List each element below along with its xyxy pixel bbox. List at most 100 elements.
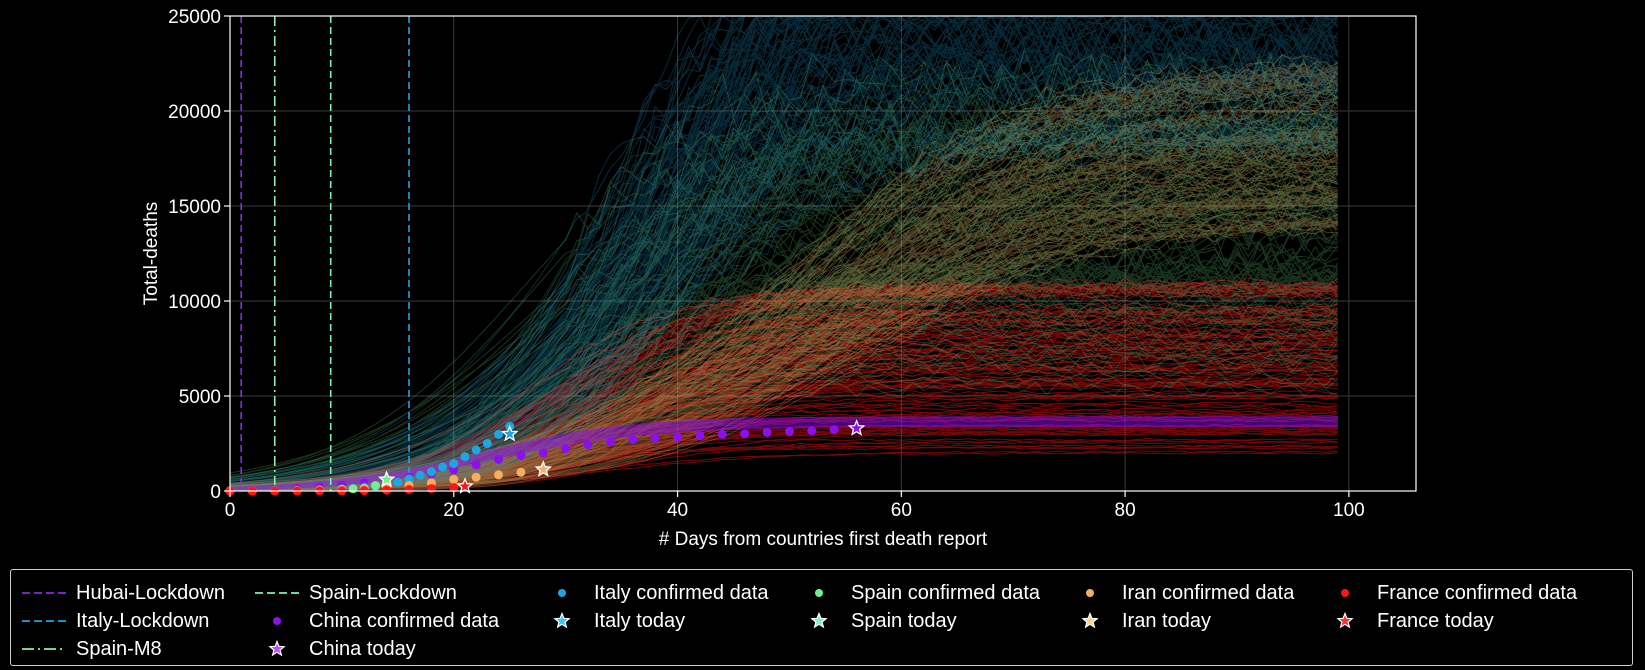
simulation-line — [230, 376, 1339, 492]
legend-label: Italy today — [594, 609, 686, 632]
data-point-italy — [449, 459, 459, 469]
simulation-line — [229, 144, 1338, 490]
simulation-line — [230, 269, 1339, 492]
simulation-line — [229, 37, 1338, 488]
simulation-line — [229, 46, 1339, 491]
legend-star-icon — [1336, 611, 1354, 629]
simulation-line — [229, 183, 1338, 491]
simulation-line — [229, 71, 1339, 489]
simulation-line — [229, 118, 1339, 490]
simulation-lines — [229, 14, 1339, 492]
data-point-china — [494, 454, 504, 464]
legend-star-icon — [810, 611, 828, 629]
simulation-line — [229, 283, 1339, 489]
simulation-line — [229, 109, 1338, 487]
simulation-line — [229, 46, 1339, 489]
simulation-line — [229, 275, 1338, 479]
simulation-line — [229, 72, 1339, 484]
simulation-line — [229, 84, 1339, 489]
simulation-line — [229, 69, 1338, 485]
data-point-china — [762, 427, 772, 437]
x-axis-label: # Days from countries first death report — [659, 529, 988, 550]
simulation-line — [229, 96, 1338, 487]
lockdown-lines — [240, 16, 410, 491]
simulation-line — [229, 44, 1338, 485]
simulation-line — [229, 138, 1339, 490]
simulation-line — [229, 281, 1338, 489]
simulation-line — [229, 52, 1339, 490]
simulation-line — [230, 231, 1338, 492]
simulation-line — [229, 116, 1339, 489]
simulation-line — [229, 15, 1339, 488]
data-point-china — [449, 465, 459, 475]
simulation-line — [229, 191, 1338, 490]
simulation-line — [229, 101, 1338, 491]
legend-star-icon — [268, 639, 286, 657]
simulation-line — [229, 66, 1338, 490]
legend-star-icon — [1081, 611, 1099, 629]
y-tick-label: 10000 — [168, 292, 221, 313]
simulation-line — [229, 172, 1339, 491]
simulation-line — [229, 193, 1339, 492]
simulation-line — [229, 382, 1338, 491]
simulation-line — [229, 220, 1338, 491]
simulation-line — [229, 185, 1338, 489]
simulation-line — [229, 80, 1339, 489]
simulation-line — [229, 188, 1338, 488]
simulation-line — [230, 424, 1338, 492]
simulation-line — [229, 125, 1338, 485]
legend-item: France today — [1319, 608, 1494, 634]
simulation-line — [229, 178, 1338, 492]
simulation-line — [229, 89, 1338, 491]
simulation-line — [229, 261, 1339, 488]
simulation-line — [229, 119, 1338, 489]
y-tick-label: 5000 — [179, 387, 221, 408]
data-point-china — [807, 426, 817, 436]
legend-item: Spain today — [793, 608, 957, 634]
simulation-line — [229, 199, 1338, 491]
simulation-line — [229, 197, 1338, 490]
simulation-line — [229, 282, 1338, 490]
simulation-line — [229, 66, 1338, 491]
today-star-spain — [377, 470, 396, 488]
x-tick-label: 100 — [1333, 500, 1365, 521]
simulation-line — [229, 224, 1338, 490]
simulation-line — [229, 52, 1339, 484]
legend-dashdot-icon — [22, 648, 66, 650]
simulation-line — [229, 244, 1339, 492]
simulation-line — [229, 368, 1338, 490]
simulation-line — [230, 402, 1338, 492]
simulation-line — [229, 84, 1339, 485]
simulation-line — [229, 380, 1338, 490]
simulation-line — [229, 333, 1338, 488]
simulation-line — [229, 212, 1338, 491]
simulation-line — [229, 450, 1338, 491]
simulation-line — [229, 366, 1338, 491]
today-markers — [377, 419, 866, 494]
simulation-line — [230, 451, 1338, 491]
simulation-line — [229, 421, 1338, 489]
simulation-line — [229, 69, 1338, 487]
simulation-line — [229, 214, 1338, 491]
legend-item: Iran confirmed data — [1064, 580, 1294, 606]
simulation-line — [229, 61, 1338, 491]
simulation-line — [229, 54, 1338, 490]
simulation-line — [229, 171, 1339, 488]
simulation-line — [230, 345, 1338, 492]
simulation-line — [229, 130, 1338, 491]
simulation-line — [229, 383, 1338, 492]
simulation-line — [229, 157, 1339, 488]
data-point-italy — [494, 429, 504, 439]
simulation-line — [229, 117, 1339, 482]
legend-item: China today — [251, 636, 416, 662]
simulation-line — [229, 15, 1339, 490]
data-point-china — [628, 434, 638, 444]
simulation-line — [229, 114, 1338, 488]
simulation-line — [229, 446, 1338, 492]
simulation-line — [229, 416, 1338, 488]
simulation-line — [229, 158, 1338, 489]
simulation-line — [229, 396, 1338, 491]
x-tick-label: 40 — [667, 500, 688, 521]
simulation-line — [230, 130, 1339, 492]
simulation-line — [229, 412, 1338, 492]
